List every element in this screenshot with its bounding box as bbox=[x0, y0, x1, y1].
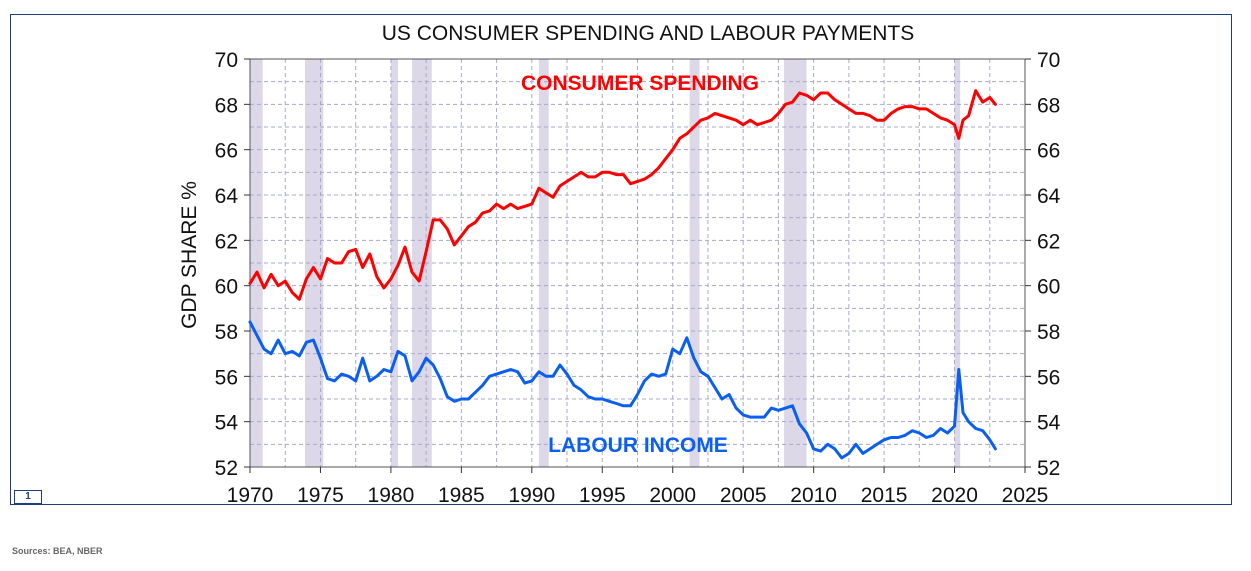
x-tick-label: 1995 bbox=[579, 484, 626, 507]
plot-area-border bbox=[249, 58, 1026, 468]
x-tick-label: 1970 bbox=[227, 484, 274, 507]
x-tick-label: 2020 bbox=[931, 484, 978, 507]
recession-band-0 bbox=[250, 59, 263, 467]
recession-band-4 bbox=[538, 59, 549, 467]
sources-note: Sources: BEA, NBER bbox=[12, 546, 103, 556]
y-tick-label-right: 70 bbox=[1037, 49, 1060, 72]
chart-frame bbox=[10, 14, 1232, 505]
x-tick-label: 2000 bbox=[649, 484, 696, 507]
y-tick-label-left: 56 bbox=[215, 366, 238, 389]
x-tick-label: 1985 bbox=[438, 484, 485, 507]
y-tick-label-left: 54 bbox=[215, 412, 239, 435]
x-tick-label: 1990 bbox=[508, 484, 555, 507]
x-tick-label: 2025 bbox=[1002, 484, 1049, 507]
x-tick-label: 1980 bbox=[368, 484, 415, 507]
y-tick-label-left: 70 bbox=[215, 49, 238, 72]
y-tick-label-left: 66 bbox=[215, 140, 238, 163]
y-tick-label-right: 60 bbox=[1037, 276, 1060, 299]
y-tick-label-right: 54 bbox=[1037, 412, 1061, 435]
x-tick-label: 2010 bbox=[790, 484, 837, 507]
axis-ticks: 52 52 54 54 56 56 58 58 60 60 62 62 64 64 66 66 68 68 70 70… bbox=[215, 49, 1061, 507]
recession-band-2 bbox=[390, 59, 398, 467]
x-tick-label: 2005 bbox=[720, 484, 767, 507]
y-tick-label-right: 56 bbox=[1037, 366, 1060, 389]
y-tick-label-left: 64 bbox=[215, 185, 239, 208]
annotation-consumer-spending: CONSUMER SPENDING bbox=[521, 72, 759, 95]
x-tick-label: 1975 bbox=[297, 484, 344, 507]
series-lines bbox=[248, 89, 997, 460]
y-tick-label-right: 52 bbox=[1037, 457, 1060, 480]
y-tick-label-left: 60 bbox=[215, 276, 238, 299]
x-tick-label: 2015 bbox=[861, 484, 908, 507]
y-tick-label-left: 58 bbox=[215, 321, 238, 344]
page-number-badge: 1 bbox=[14, 490, 42, 504]
series-line-labour-income bbox=[248, 320, 997, 460]
y-tick-label-left: 62 bbox=[215, 230, 238, 253]
y-tick-label-right: 62 bbox=[1037, 230, 1060, 253]
y-tick-label-right: 64 bbox=[1037, 185, 1061, 208]
series-line-consumer-spending bbox=[248, 89, 997, 301]
y-tick-label-right: 68 bbox=[1037, 94, 1060, 117]
grid bbox=[250, 59, 1025, 467]
y-tick-label-left: 52 bbox=[215, 457, 238, 480]
y-axis-label: GDP SHARE % bbox=[178, 181, 201, 329]
y-tick-label-left: 68 bbox=[215, 94, 238, 117]
y-tick-label-right: 58 bbox=[1037, 321, 1060, 344]
chart-title: US CONSUMER SPENDING AND LABOUR PAYMENTS bbox=[382, 22, 914, 45]
annotation-labour-income: LABOUR INCOME bbox=[548, 434, 728, 457]
y-tick-label-right: 66 bbox=[1037, 140, 1060, 163]
recession-band-6 bbox=[784, 59, 807, 467]
